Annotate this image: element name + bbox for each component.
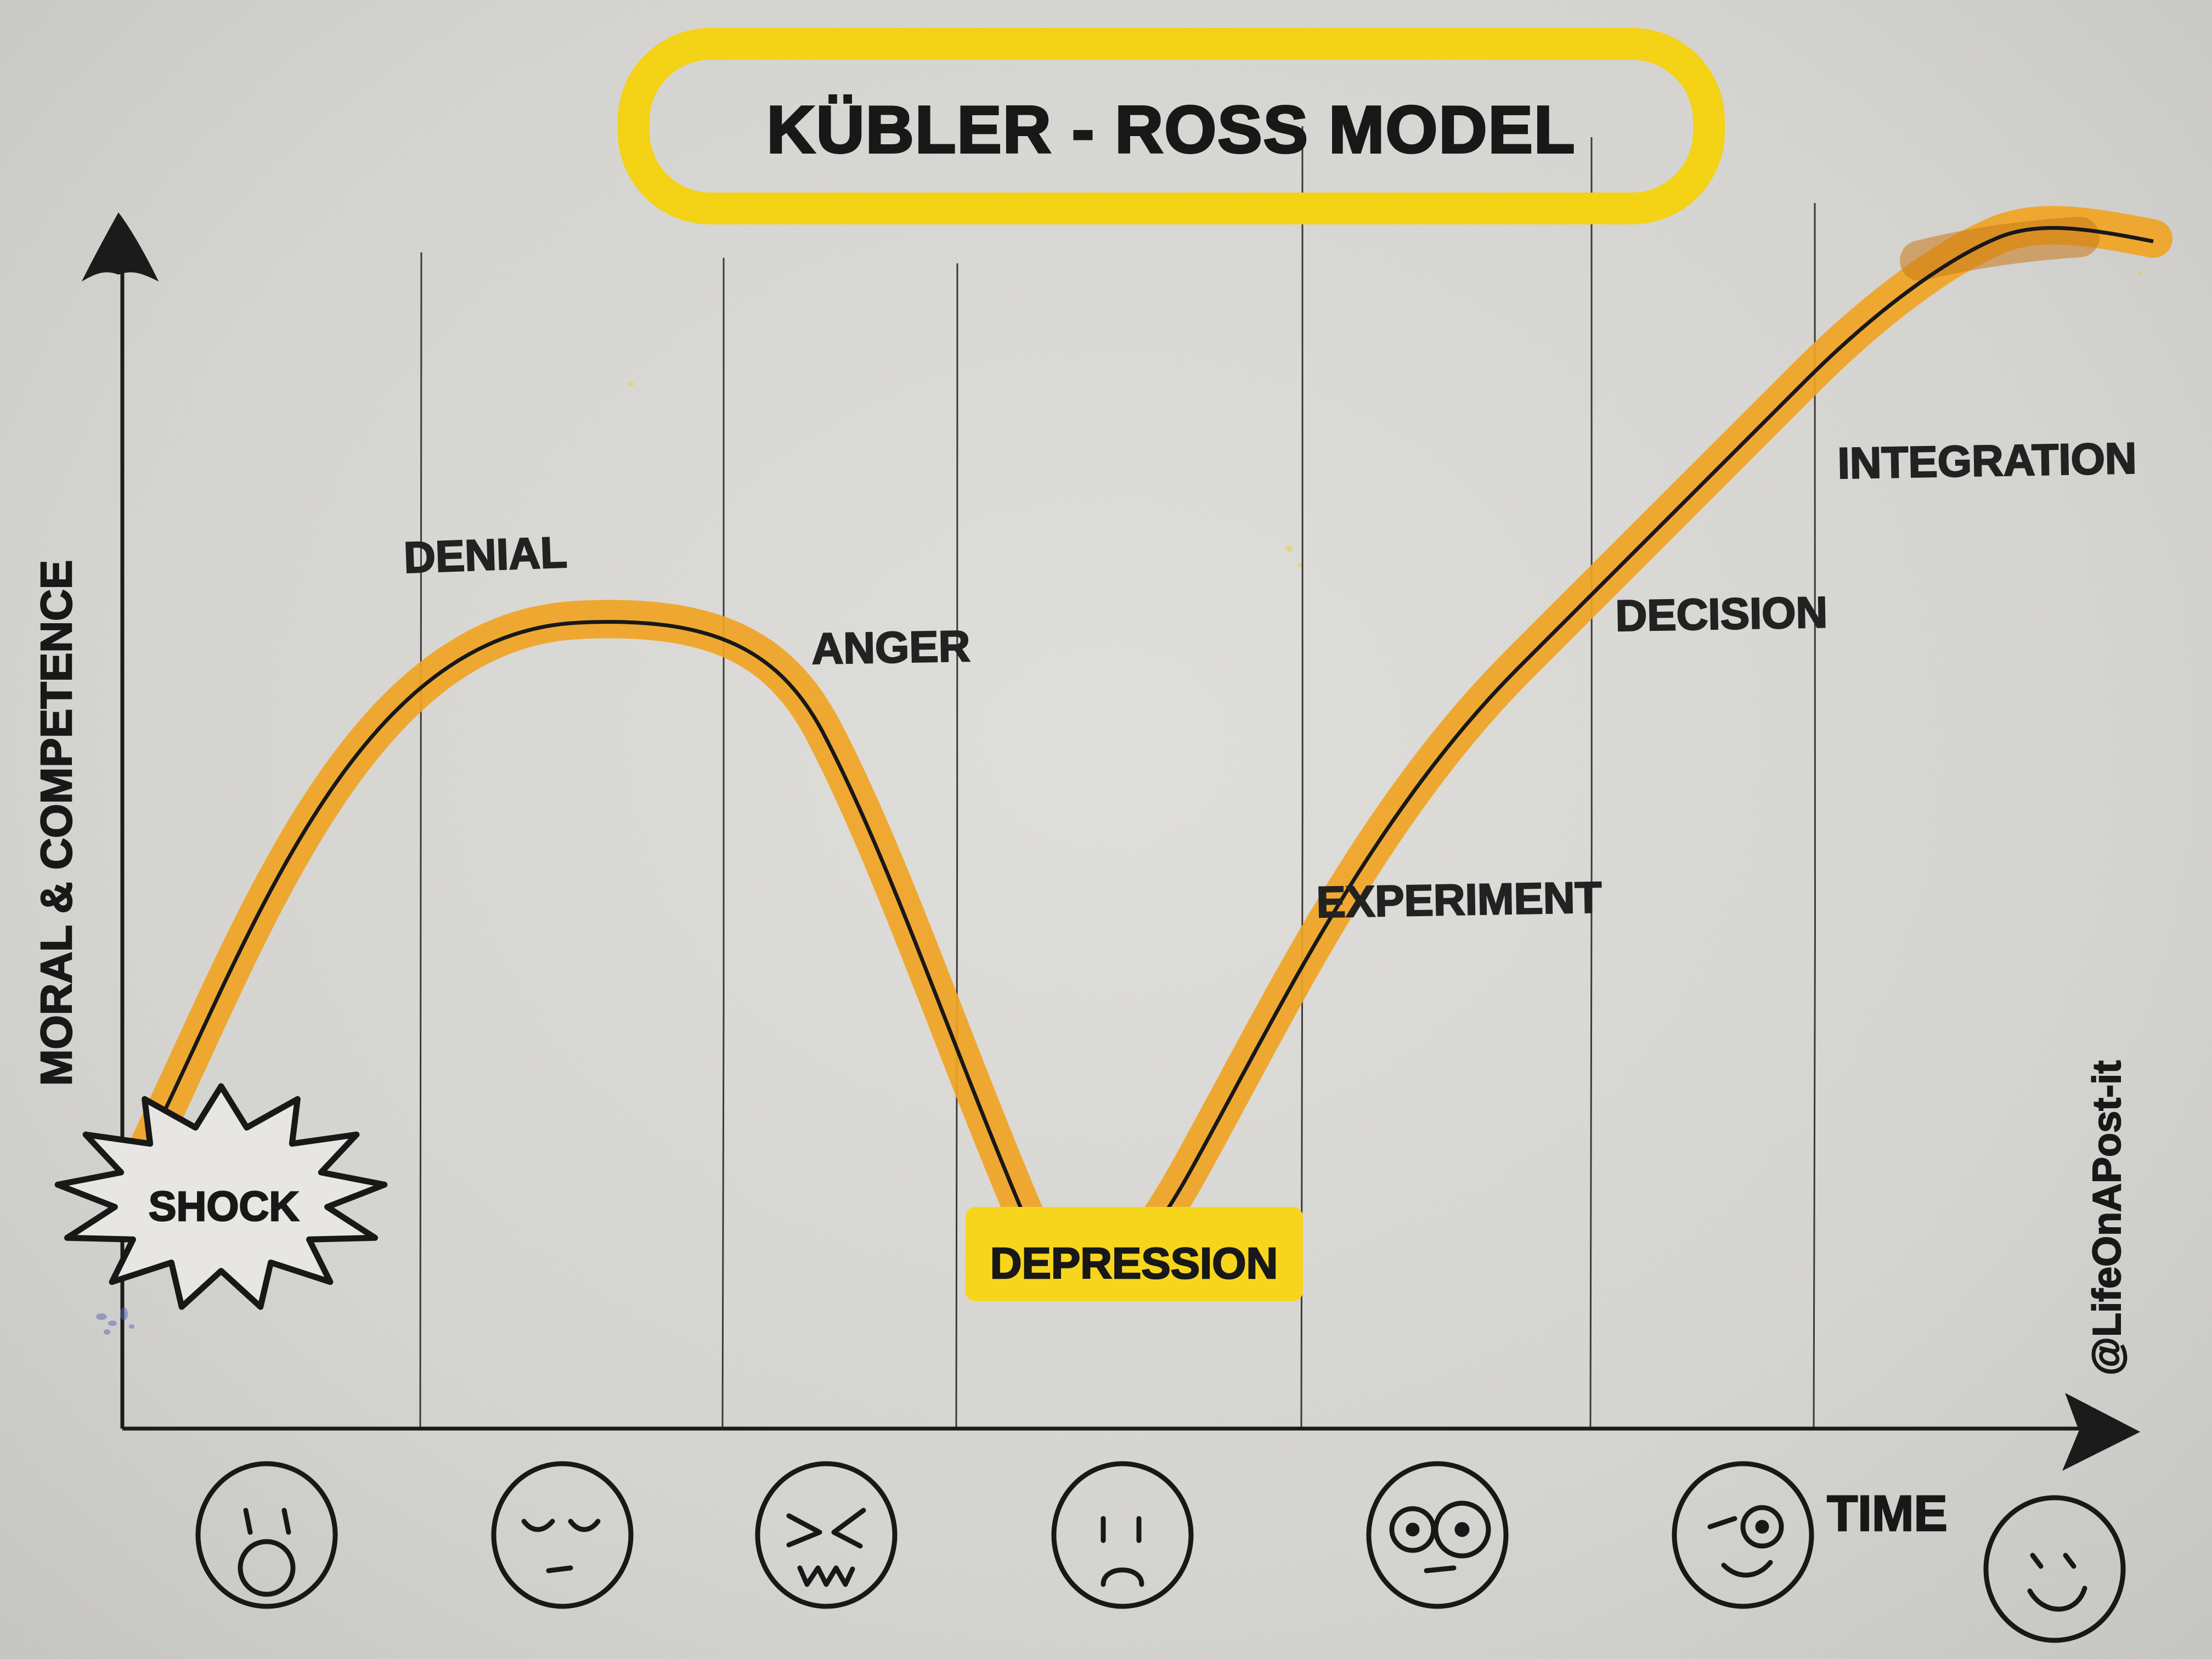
svg-text:DENIAL: DENIAL	[403, 528, 568, 582]
svg-text:@LifeOnAPost-it: @LifeOnAPost-it	[2085, 1060, 2129, 1375]
svg-text:DECISION: DECISION	[1615, 588, 1828, 640]
svg-text:KÜBLER - ROSS MODEL: KÜBLER - ROSS MODEL	[767, 92, 1576, 167]
svg-text:MORAL & COMPETENCE: MORAL & COMPETENCE	[32, 560, 81, 1086]
svg-text:TIME: TIME	[1827, 1486, 1948, 1542]
svg-text:ANGER: ANGER	[811, 622, 970, 673]
svg-text:SHOCK: SHOCK	[149, 1183, 300, 1230]
svg-text:EXPERIMENT: EXPERIMENT	[1316, 873, 1602, 927]
svg-text:DEPRESSION: DEPRESSION	[990, 1239, 1278, 1288]
svg-text:INTEGRATION: INTEGRATION	[1837, 433, 2137, 488]
